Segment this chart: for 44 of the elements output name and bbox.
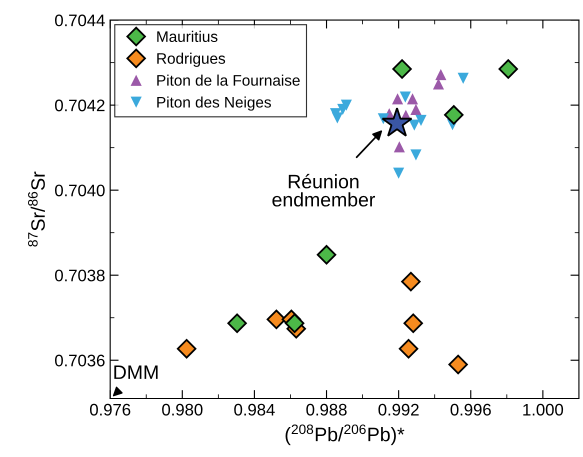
- point: [406, 93, 418, 104]
- x-tick-label: 0.976: [90, 404, 130, 416]
- point: [394, 141, 405, 152]
- x-tick-label: 1.000: [523, 404, 564, 416]
- x-tick-label: 0.980: [162, 404, 203, 416]
- point: [393, 168, 404, 179]
- x-tick-label: 0.992: [378, 404, 419, 416]
- y-tick-label: 0.7038: [55, 270, 105, 282]
- point: [410, 149, 422, 160]
- x-tick-label: 0.996: [450, 404, 491, 416]
- point: [400, 92, 411, 103]
- point: [382, 107, 412, 137]
- legend-label: Piton des Neiges: [157, 96, 271, 111]
- legend-label: Mauritius: [157, 30, 218, 42]
- point: [403, 314, 423, 333]
- point: [392, 59, 412, 79]
- point: [392, 93, 404, 104]
- point: [498, 59, 518, 79]
- x-tick-label: 0.984: [234, 404, 275, 416]
- point: [176, 339, 196, 359]
- x-tick-label: 0.988: [306, 404, 347, 416]
- point: [410, 104, 422, 115]
- point: [458, 72, 469, 84]
- point: [444, 105, 464, 125]
- annotation: Réunion endmember: [272, 174, 376, 207]
- point: [408, 120, 420, 131]
- legend-label: Piton de la Fournaise: [157, 74, 300, 86]
- y-axis-title: $^{87}$Sr/$^{86}$Sr: [28, 172, 45, 247]
- point: [227, 314, 247, 333]
- y-tick-label: 0.7042: [55, 100, 104, 112]
- point: [316, 245, 336, 265]
- point: [398, 339, 418, 359]
- x-axis-title: ($^{208}$Pb/$^{206}$Pb)*: [286, 424, 404, 446]
- point: [435, 68, 446, 80]
- point: [284, 314, 304, 333]
- point: [448, 354, 468, 374]
- y-tick-label: 0.7036: [55, 354, 105, 366]
- annotation: DMM: [114, 366, 158, 379]
- legend-label: Rodrigues: [157, 52, 226, 67]
- point: [401, 272, 421, 292]
- y-tick-label: 0.7040: [55, 184, 105, 196]
- point: [340, 100, 352, 111]
- y-tick-label: 0.7044: [55, 14, 105, 26]
- point: [415, 114, 427, 126]
